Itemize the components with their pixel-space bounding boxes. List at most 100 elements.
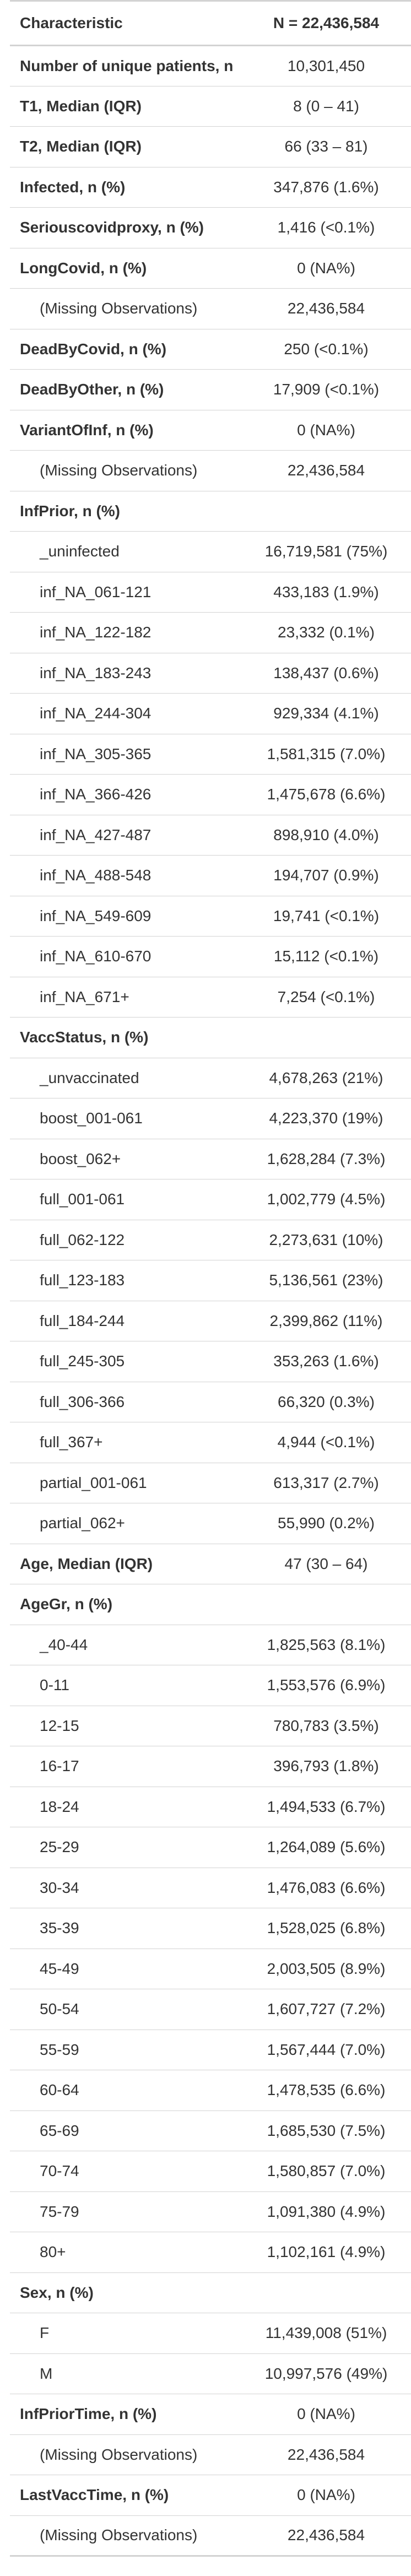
row-value: 1,581,315 (7.0%) — [241, 733, 411, 775]
table-row-variable: VariantOfInf, n (%) 0 (NA%) — [10, 409, 411, 451]
row-value: 0 (NA%) — [241, 247, 411, 289]
row-label: Seriouscovidproxy, n (%) — [10, 207, 241, 248]
row-label: _unvaccinated — [10, 1057, 241, 1098]
table-row-level: full_306-366 66,320 (0.3%) — [10, 1381, 411, 1422]
row-value: 929,334 (4.1%) — [241, 693, 411, 734]
row-value: 0 (NA%) — [241, 409, 411, 451]
table-row-variable: DeadByOther, n (%) 17,909 (<0.1%) — [10, 369, 411, 410]
row-label: full_062-122 — [10, 1219, 241, 1260]
table-row-level: 16-17 396,793 (1.8%) — [10, 1746, 411, 1787]
row-value: 22,436,584 — [241, 2434, 411, 2475]
table-row-level: partial_001-061 613,317 (2.7%) — [10, 1462, 411, 1503]
table-row-level: _unvaccinated 4,678,263 (21%) — [10, 1057, 411, 1098]
row-value: 1,002,779 (4.5%) — [241, 1179, 411, 1220]
row-value: 2,003,505 (8.9%) — [241, 1948, 411, 1989]
row-value: 1,528,025 (6.8%) — [241, 1908, 411, 1949]
table-row-level: inf_NA_061-121 433,183 (1.9%) — [10, 571, 411, 613]
row-label: 18-24 — [10, 1786, 241, 1827]
table-row-variable: LastVaccTime, n (%) 0 (NA%) — [10, 2475, 411, 2515]
row-label: 60-64 — [10, 2070, 241, 2110]
row-label: VariantOfInf, n (%) — [10, 409, 241, 451]
row-label: (Missing Observations) — [10, 450, 241, 491]
row-label: inf_NA_183-243 — [10, 652, 241, 694]
table-row-level: inf_NA_122-182 23,332 (0.1%) — [10, 612, 411, 653]
row-label: 55-59 — [10, 2029, 241, 2070]
table-row-variable: VaccStatus, n (%) — [10, 1017, 411, 1058]
row-value: 4,223,370 (19%) — [241, 1098, 411, 1139]
row-value: 1,475,678 (6.6%) — [241, 774, 411, 815]
table-row-variable: DeadByCovid, n (%) 250 (<0.1%) — [10, 328, 411, 370]
row-label: full_184-244 — [10, 1300, 241, 1341]
table-row-level: full_245-305 353,263 (1.6%) — [10, 1341, 411, 1382]
row-label: LongCovid, n (%) — [10, 247, 241, 289]
table-row-level: (Missing Observations) 22,436,584 — [10, 2515, 411, 2557]
table-row-level: 12-15 780,783 (3.5%) — [10, 1705, 411, 1746]
table-row-level: inf_NA_610-670 15,112 (<0.1%) — [10, 936, 411, 977]
table-row-variable: LongCovid, n (%) 0 (NA%) — [10, 247, 411, 289]
row-value: 347,876 (1.6%) — [241, 166, 411, 208]
row-value: 2,399,862 (11%) — [241, 1300, 411, 1341]
row-label: boost_001-061 — [10, 1098, 241, 1139]
row-value: 4,944 (<0.1%) — [241, 1422, 411, 1463]
row-label: inf_NA_549-609 — [10, 895, 241, 937]
row-label: 80+ — [10, 2232, 241, 2272]
row-label: (Missing Observations) — [10, 288, 241, 329]
row-value: 15,112 (<0.1%) — [241, 936, 411, 977]
row-value: 1,494,533 (6.7%) — [241, 1786, 411, 1827]
row-value: 1,478,535 (6.6%) — [241, 2070, 411, 2110]
row-value: 2,273,631 (10%) — [241, 1219, 411, 1260]
table-row-level: 60-64 1,478,535 (6.6%) — [10, 2070, 411, 2110]
table-row-level: (Missing Observations) 22,436,584 — [10, 450, 411, 491]
row-label: partial_001-061 — [10, 1462, 241, 1503]
row-label: InfPrior, n (%) — [10, 490, 241, 532]
row-label: inf_NA_488-548 — [10, 855, 241, 896]
row-value: 55,990 (0.2%) — [241, 1503, 411, 1544]
row-value: 1,580,857 (7.0%) — [241, 2151, 411, 2191]
table-row-level: 80+ 1,102,161 (4.9%) — [10, 2232, 411, 2272]
table-row-variable: T1, Median (IQR) 8 (0 – 41) — [10, 85, 411, 127]
table-row-variable: Number of unique patients, n 10,301,450 — [10, 45, 411, 86]
table-row-variable: T2, Median (IQR) 66 (33 – 81) — [10, 126, 411, 167]
row-value: 138,437 (0.6%) — [241, 652, 411, 694]
row-value: 10,997,576 (49%) — [241, 2353, 411, 2394]
table-row-level: _40-44 1,825,563 (8.1%) — [10, 1624, 411, 1665]
row-value — [241, 2272, 411, 2313]
table-row-level: 25-29 1,264,089 (5.6%) — [10, 1827, 411, 1868]
row-value: 1,553,576 (6.9%) — [241, 1665, 411, 1706]
row-value: 898,910 (4.0%) — [241, 814, 411, 856]
row-label: full_123-183 — [10, 1260, 241, 1301]
table-row-variable: Infected, n (%) 347,876 (1.6%) — [10, 166, 411, 208]
table-row-level: 55-59 1,567,444 (7.0%) — [10, 2029, 411, 2070]
row-value: 17,909 (<0.1%) — [241, 369, 411, 410]
row-label: (Missing Observations) — [10, 2515, 241, 2557]
table-row-level: 70-74 1,580,857 (7.0%) — [10, 2151, 411, 2191]
row-label: 50-54 — [10, 1989, 241, 2030]
row-value: 1,567,444 (7.0%) — [241, 2029, 411, 2070]
row-label: inf_NA_427-487 — [10, 814, 241, 856]
row-label: full_245-305 — [10, 1341, 241, 1382]
row-value: 1,264,089 (5.6%) — [241, 1827, 411, 1868]
row-value: 433,183 (1.9%) — [241, 571, 411, 613]
row-label: 16-17 — [10, 1746, 241, 1787]
row-value: 66,320 (0.3%) — [241, 1381, 411, 1422]
row-value: 19,741 (<0.1%) — [241, 895, 411, 937]
table-row-level: full_001-061 1,002,779 (4.5%) — [10, 1179, 411, 1220]
row-label: inf_NA_671+ — [10, 976, 241, 1018]
table-row-level: inf_NA_671+ 7,254 (<0.1%) — [10, 976, 411, 1018]
row-label: DeadByOther, n (%) — [10, 369, 241, 410]
row-label: 45-49 — [10, 1948, 241, 1989]
row-value: 1,825,563 (8.1%) — [241, 1624, 411, 1665]
row-label: 12-15 — [10, 1705, 241, 1746]
row-value: 396,793 (1.8%) — [241, 1746, 411, 1787]
table-row-level: 30-34 1,476,083 (6.6%) — [10, 1867, 411, 1908]
row-value: 250 (<0.1%) — [241, 328, 411, 370]
row-value — [241, 1017, 411, 1058]
table-row-level: M 10,997,576 (49%) — [10, 2353, 411, 2394]
table-row-level: 65-69 1,685,530 (7.5%) — [10, 2110, 411, 2151]
row-value: 1,685,530 (7.5%) — [241, 2110, 411, 2151]
row-label: 35-39 — [10, 1908, 241, 1949]
row-label: inf_NA_061-121 — [10, 571, 241, 613]
row-label: full_306-366 — [10, 1381, 241, 1422]
row-value: 8 (0 – 41) — [241, 85, 411, 127]
